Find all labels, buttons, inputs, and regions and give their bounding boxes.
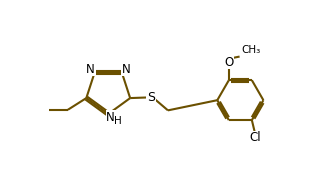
Text: O: O (224, 56, 234, 69)
Text: H: H (114, 116, 122, 126)
Text: N: N (122, 63, 130, 76)
Text: N: N (86, 63, 95, 76)
Text: Cl: Cl (250, 132, 261, 144)
Text: N: N (106, 111, 115, 124)
Text: S: S (147, 91, 155, 104)
Text: CH₃: CH₃ (241, 45, 260, 55)
